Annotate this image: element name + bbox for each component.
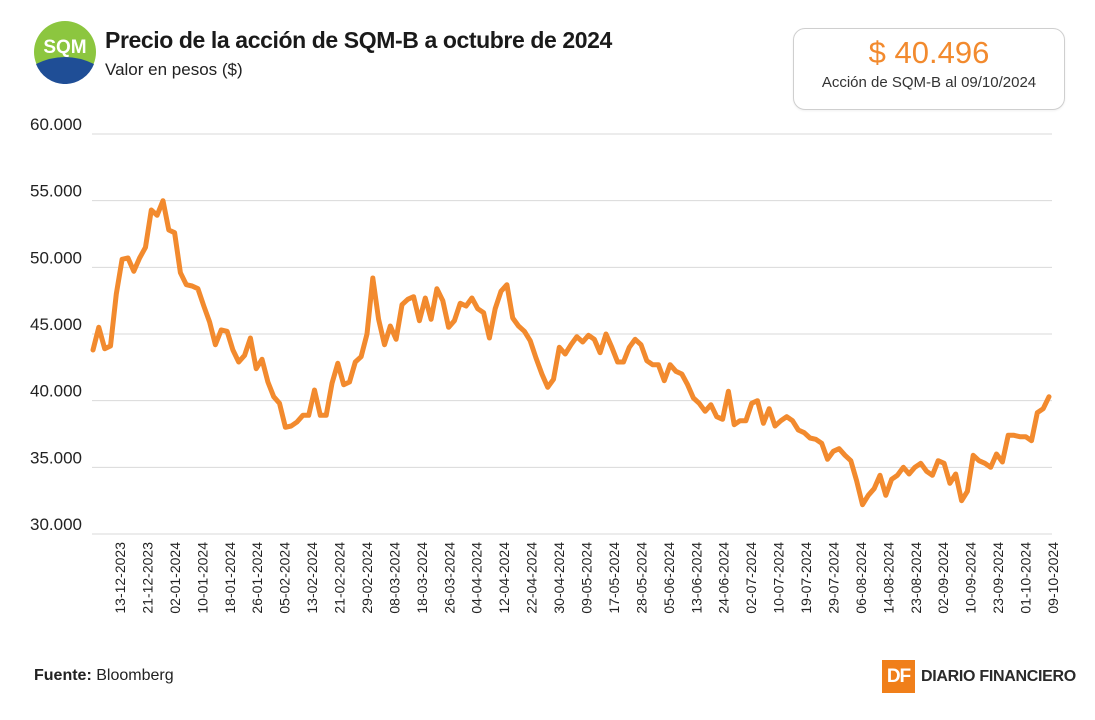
price-callout: $ 40.496 Acción de SQM-B al 09/10/2024 [793, 28, 1065, 110]
x-tick-label: 13-12-2023 [112, 542, 128, 614]
x-tick-label: 17-05-2024 [606, 542, 622, 614]
x-tick-label: 21-12-2023 [139, 542, 155, 614]
x-tick-label: 21-02-2024 [332, 542, 348, 614]
x-tick-label: 10-09-2024 [963, 542, 979, 614]
diario-financiero-logo: DF DIARIO FINANCIERO [882, 660, 1076, 693]
x-tick-label: 09-10-2024 [1045, 542, 1061, 614]
x-tick-label: 13-06-2024 [688, 542, 704, 614]
chart-series [90, 198, 1052, 508]
x-tick-label: 10-07-2024 [771, 542, 787, 614]
source-label: Fuente: [34, 667, 92, 684]
x-tick-label: 24-06-2024 [716, 542, 732, 614]
x-tick-label: 23-09-2024 [990, 542, 1006, 614]
x-tick-label: 10-01-2024 [194, 542, 210, 614]
x-tick-label: 18-03-2024 [414, 542, 430, 614]
x-axis-ticks: 13-12-2023 21-12-2023 02-01-2024 10-01-2024… [112, 542, 1061, 614]
y-tick-label: 30.000 [30, 515, 82, 534]
y-tick-label: 35.000 [30, 448, 82, 467]
x-tick-label: 05-06-2024 [661, 542, 677, 614]
x-tick-label: 06-08-2024 [853, 542, 869, 614]
x-tick-label: 12-04-2024 [496, 542, 512, 614]
x-tick-label: 28-05-2024 [633, 542, 649, 614]
x-tick-label: 14-08-2024 [880, 542, 896, 614]
x-tick-label: 29-02-2024 [359, 542, 375, 614]
sqm-logo-text: SQM [43, 37, 86, 58]
y-tick-label: 55.000 [30, 182, 82, 201]
y-tick-label: 45.000 [30, 315, 82, 334]
sqm-logo: SQM [33, 20, 97, 85]
series-line [90, 198, 1052, 508]
chart-gridlines [92, 133, 1052, 535]
x-tick-label: 26-03-2024 [441, 542, 457, 614]
x-tick-label: 02-01-2024 [167, 542, 183, 614]
y-tick-label: 40.000 [30, 382, 82, 401]
y-tick-label: 60.000 [30, 115, 82, 134]
price-value: $ 40.496 [868, 35, 990, 70]
x-tick-label: 01-10-2024 [1018, 542, 1034, 614]
source-value: Bloomberg [96, 667, 174, 684]
price-label: Acción de SQM-B al 09/10/2024 [821, 74, 1037, 91]
x-tick-label: 04-04-2024 [469, 542, 485, 614]
x-tick-label: 29-07-2024 [826, 542, 842, 614]
page-subtitle: Valor en pesos ($) [105, 60, 243, 79]
x-tick-label: 05-02-2024 [277, 542, 293, 614]
source-note: Fuente: Bloomberg [34, 667, 174, 685]
x-tick-label: 30-04-2024 [551, 542, 567, 614]
y-axis-ticks: 30.000 35.000 40.000 45.000 50.000 55.000 60.0… [30, 115, 82, 534]
x-tick-label: 02-09-2024 [935, 542, 951, 614]
x-tick-label: 13-02-2024 [304, 542, 320, 614]
df-mark: DF [882, 660, 915, 693]
y-tick-label: 50.000 [30, 248, 82, 267]
sqm-logo-mark: SQM [34, 21, 96, 85]
x-tick-label: 09-05-2024 [579, 542, 595, 614]
x-tick-label: 02-07-2024 [743, 542, 759, 614]
x-tick-label: 26-01-2024 [249, 542, 265, 614]
x-tick-label: 22-04-2024 [524, 542, 540, 614]
x-tick-label: 18-01-2024 [222, 542, 238, 614]
x-tick-label: 23-08-2024 [908, 542, 924, 614]
page-title: Precio de la acción de SQM-B a octubre d… [105, 27, 612, 53]
df-brand-name: DIARIO FINANCIERO [921, 667, 1076, 685]
x-tick-label: 19-07-2024 [798, 542, 814, 614]
x-tick-label: 08-03-2024 [386, 542, 402, 614]
